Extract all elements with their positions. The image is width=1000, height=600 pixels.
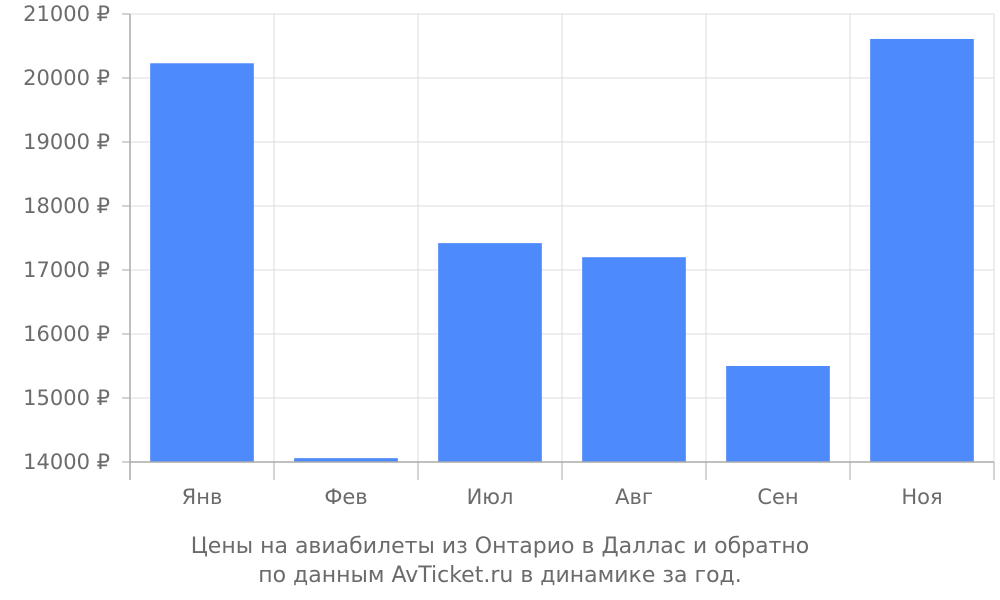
bar-Авг bbox=[582, 257, 686, 462]
bar-Сен bbox=[726, 366, 830, 462]
y-tick-label: 21000 ₽ bbox=[23, 2, 110, 26]
grid-lines bbox=[130, 13, 995, 463]
bar-Янв bbox=[150, 63, 254, 462]
y-tick-label: 19000 ₽ bbox=[23, 130, 110, 154]
bar-Фев bbox=[294, 458, 398, 462]
x-tick-label: Авг bbox=[615, 485, 653, 509]
bars bbox=[150, 38, 974, 463]
axes bbox=[122, 13, 995, 480]
chart-caption-line-2: по данным AvTicket.ru в динамике за год. bbox=[258, 563, 742, 588]
y-tick-label: 17000 ₽ bbox=[23, 258, 110, 282]
y-tick-label: 14000 ₽ bbox=[23, 450, 110, 474]
bar-chart: 14000 ₽ 15000 ₽ 16000 ₽ 17000 ₽ 18000 ₽ 19000… bbox=[23, 2, 995, 509]
x-tick-label: Ноя bbox=[901, 485, 942, 509]
x-tick-label: Сен bbox=[757, 485, 798, 509]
x-tick-label: Июл bbox=[467, 485, 514, 509]
bar-Ноя bbox=[870, 38, 974, 463]
y-tick-label: 15000 ₽ bbox=[23, 386, 110, 410]
y-tick-label: 18000 ₽ bbox=[23, 194, 110, 218]
y-tick-label: 20000 ₽ bbox=[23, 66, 110, 90]
bar-Июл bbox=[438, 243, 542, 462]
y-tick-label: 16000 ₽ bbox=[23, 322, 110, 346]
x-tick-label: Янв bbox=[182, 485, 223, 509]
y-tick-labels: 14000 ₽ 15000 ₽ 16000 ₽ 17000 ₽ 18000 ₽ 19000… bbox=[23, 2, 110, 474]
chart-caption-line-1: Цены на авиабилеты из Онтарио в Даллас и… bbox=[190, 534, 810, 559]
x-tick-labels: Янв Фев Июл Авг Сен Ноя bbox=[182, 485, 943, 509]
x-tick-label: Фев bbox=[324, 485, 367, 509]
